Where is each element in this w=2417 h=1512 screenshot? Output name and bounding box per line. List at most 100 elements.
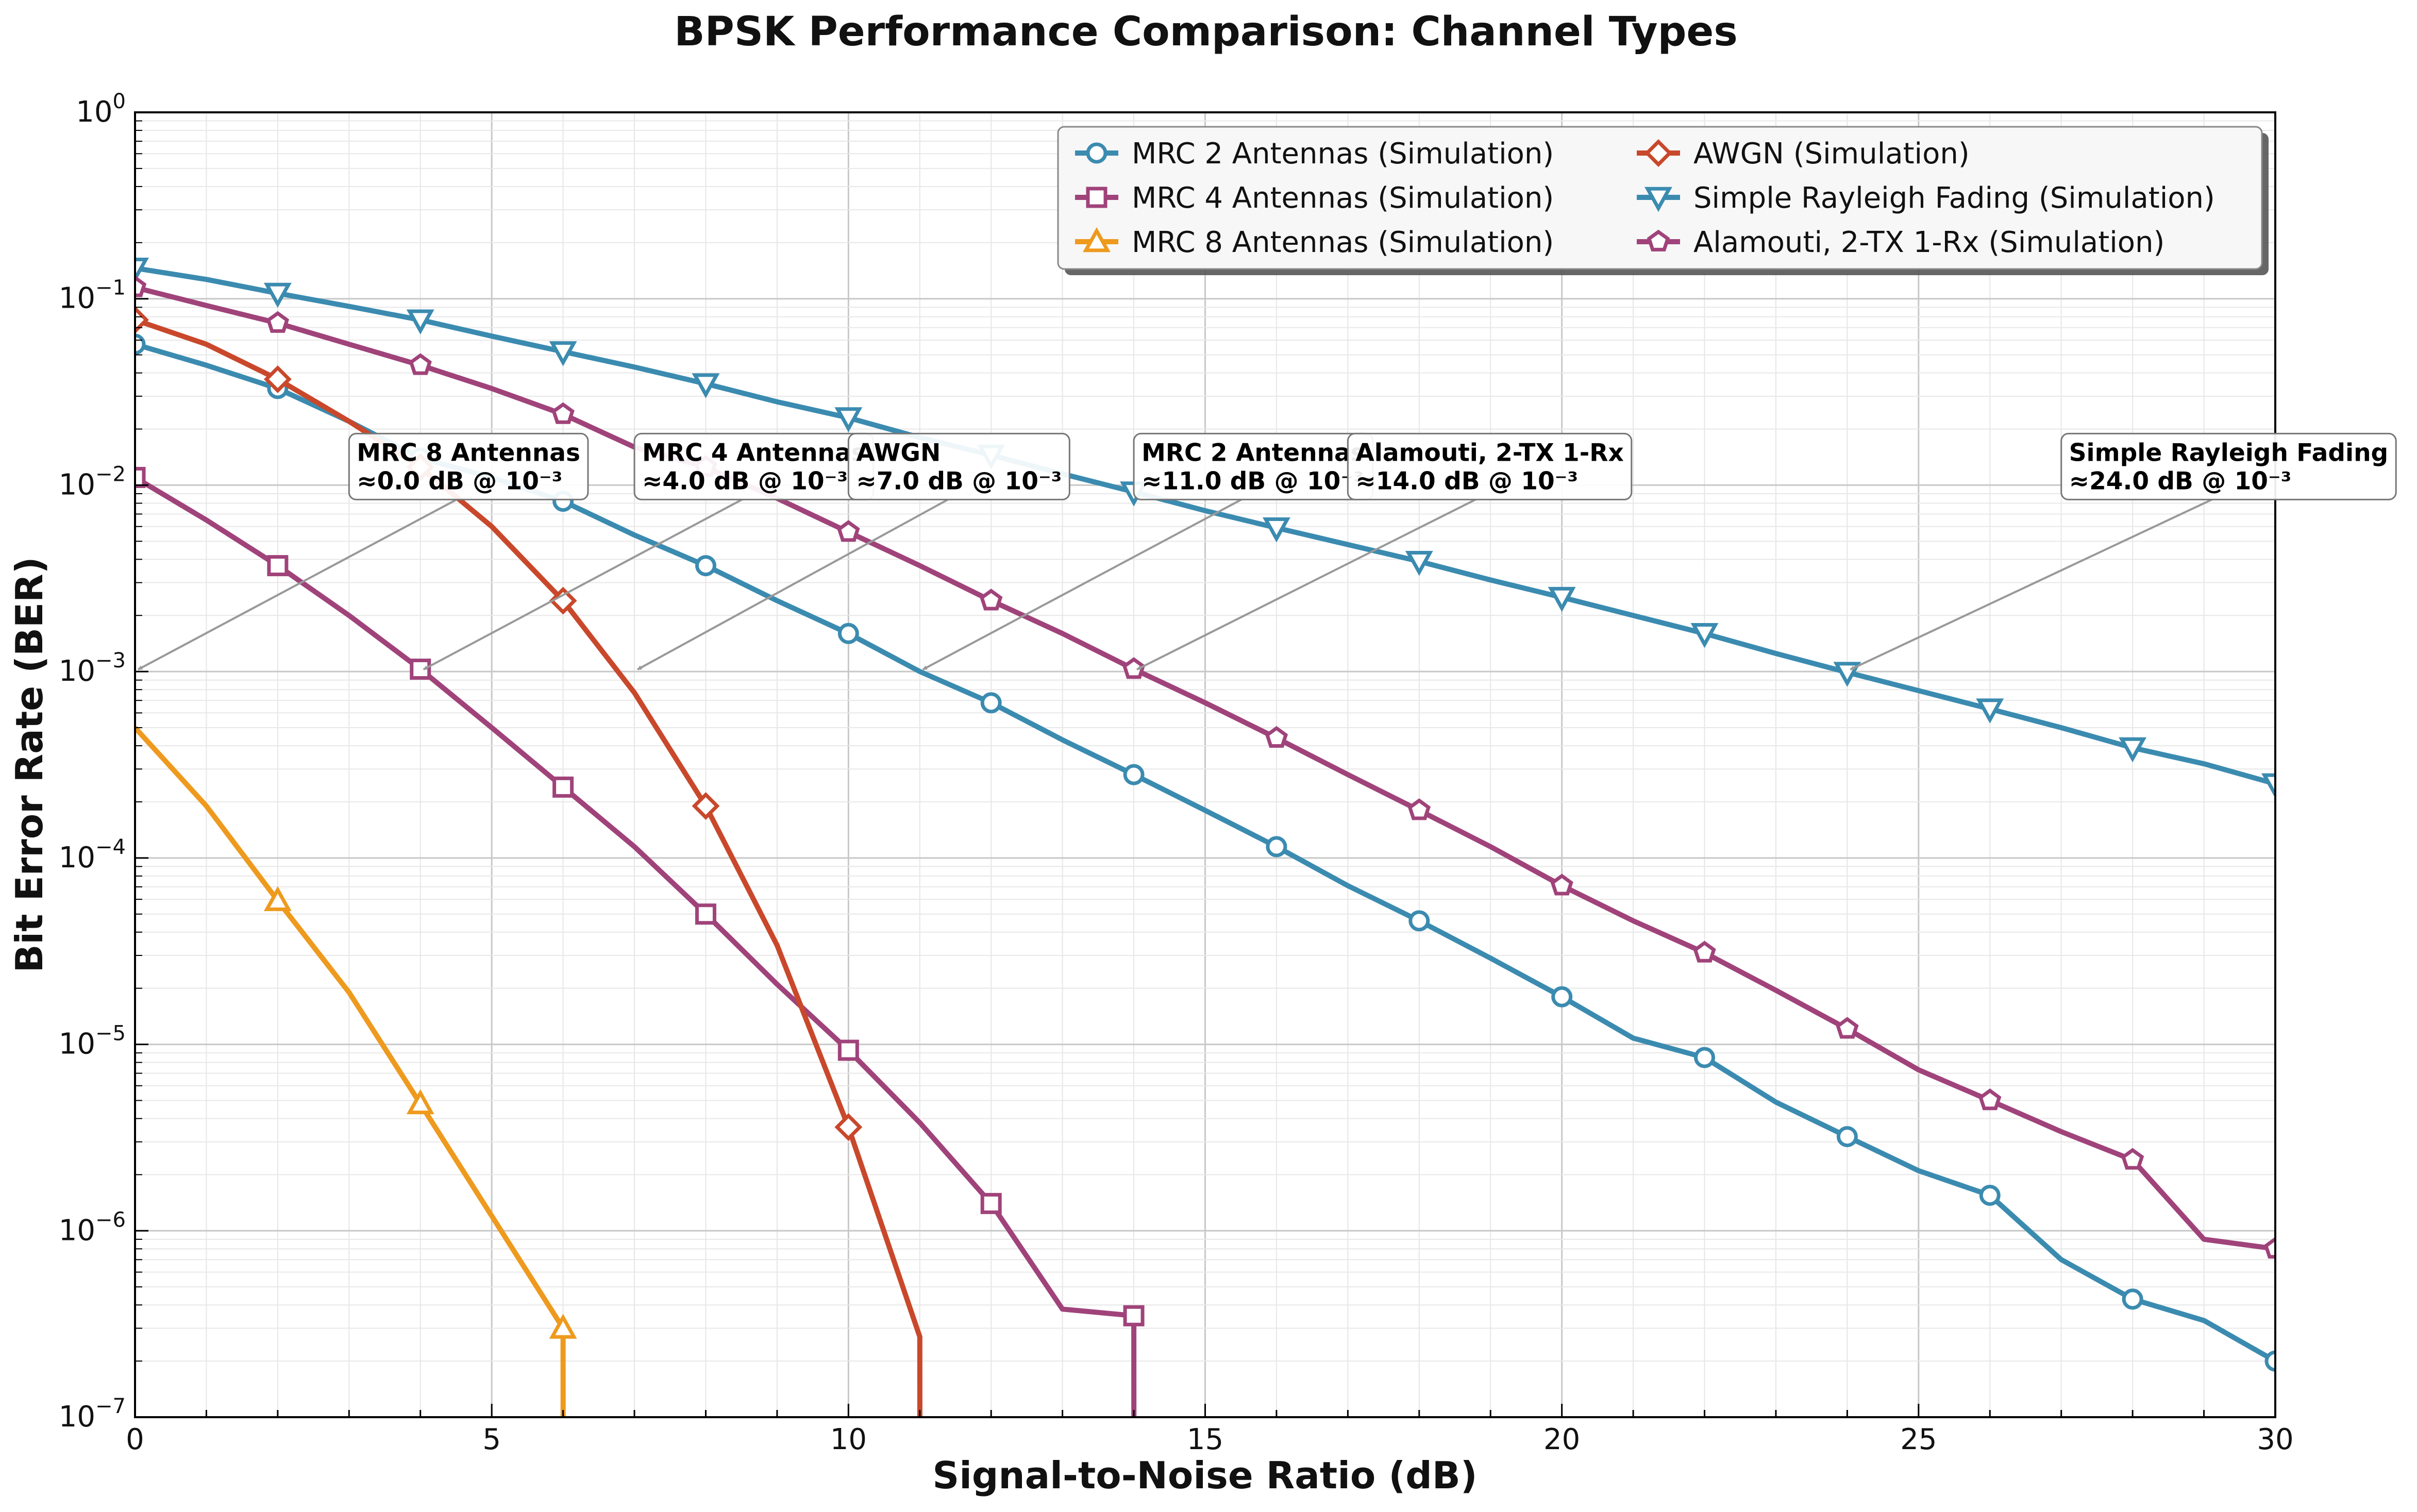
data-point (1690, 623, 1719, 648)
y-tick-label: 10−5 (59, 1022, 126, 1061)
data-point (692, 373, 720, 398)
data-point (549, 1314, 577, 1339)
legend-swatch-marker (1086, 142, 1107, 164)
series-line (135, 475, 1137, 1417)
data-point (2263, 1236, 2275, 1259)
x-tick-label: 5 (482, 1423, 501, 1456)
chart-title: BPSK Performance Comparison: Channel Typ… (674, 9, 1738, 55)
legend-label: Simple Rayleigh Fading (Simulation) (1693, 181, 2215, 215)
legend-swatch-marker (1647, 229, 1670, 251)
annotation-2: MRC 4 Antennas≈4.0 dB @ 10⁻³ (423, 432, 875, 670)
data-point (552, 776, 574, 798)
x-tick-label: 25 (1900, 1423, 1937, 1456)
annotation-value: ≈7.0 dB @ 10⁻³ (856, 467, 1062, 495)
data-point (135, 466, 146, 488)
annotation-title: Simple Rayleigh Fading (2069, 439, 2389, 467)
data-point (1122, 657, 1146, 679)
y-tick-label: 10−1 (59, 276, 126, 315)
annotation-arrow (138, 498, 457, 670)
data-point (1550, 873, 1573, 896)
data-point (135, 275, 147, 297)
x-tick-label: 20 (1543, 1423, 1580, 1456)
x-tick-label: 30 (2257, 1423, 2293, 1456)
data-point (834, 407, 863, 432)
data-point (980, 1192, 1002, 1214)
data-point (1265, 726, 1288, 748)
data-point (695, 555, 716, 577)
data-point (1836, 1126, 1858, 1148)
annotation-title: MRC 2 Antennas (1142, 439, 1365, 467)
legend-label: MRC 8 Antennas (Simulation) (1132, 226, 1554, 259)
annotation-title: Alamouti, 2-TX 1-Rx (1355, 439, 1623, 467)
annotation-6: Simple Rayleigh Fading≈24.0 dB @ 10⁻³ (1850, 432, 2397, 670)
legend-entry-2: MRC 4 Antennas (Simulation) (1075, 181, 1554, 215)
data-point (1979, 1184, 2001, 1206)
y-tick-label: 10−2 (59, 462, 126, 501)
legend-swatch-marker (1086, 187, 1107, 208)
y-tick-label: 100 (76, 90, 126, 129)
data-point (263, 365, 292, 393)
data-point (2121, 1148, 2144, 1170)
series-line (135, 265, 2275, 786)
series-line (135, 726, 566, 1417)
data-point (2264, 1350, 2275, 1372)
data-point (837, 1039, 859, 1061)
legend-swatch-marker (1083, 227, 1111, 253)
legend: MRC 2 Antennas (Simulation) AWGN (Simulat… (1057, 126, 2269, 275)
data-point (1694, 1047, 1716, 1068)
data-point (1262, 517, 1290, 543)
legend-swatch-marker (1644, 187, 1672, 212)
legend-entry-3: MRC 8 Antennas (Simulation) (1075, 226, 1554, 259)
annotation-arrow (423, 498, 743, 670)
data-point (1836, 1017, 1859, 1039)
y-axis-label: Bit Error Rate (BER) (8, 557, 51, 973)
data-point (692, 792, 720, 820)
legend-entry-1: MRC 2 Antennas (Simulation) (1075, 137, 1554, 171)
legend-label: Alamouti, 2-TX 1-Rx (Simulation) (1693, 226, 2164, 259)
legend-label: AWGN (Simulation) (1693, 137, 1970, 171)
annotation-arrow (922, 498, 1242, 670)
annotation-box (1347, 432, 1633, 500)
data-point (695, 903, 716, 925)
y-tick-label: 10−6 (59, 1208, 126, 1247)
data-point (1123, 764, 1145, 785)
data-point (2261, 773, 2275, 799)
data-point (1123, 1305, 1145, 1326)
annotation-title: MRC 8 Antennas (357, 439, 580, 467)
data-point (834, 1113, 863, 1141)
series-2 (135, 466, 1145, 1417)
legend-entry-6: Alamouti, 2-TX 1-Rx (Simulation) (1637, 226, 2164, 259)
data-point (1978, 1088, 2002, 1111)
data-point (1408, 910, 1430, 932)
data-point (1976, 698, 2004, 724)
annotation-arrow (1136, 498, 1476, 670)
annotation-4: MRC 2 Antennas≈11.0 dB @ 10⁻³ (922, 432, 1374, 670)
annotation-title: MRC 4 Antennas (642, 439, 866, 467)
data-point (263, 886, 292, 912)
series-layer (135, 257, 2275, 1417)
data-point (135, 257, 149, 283)
annotation-arrow (637, 498, 949, 670)
data-point (1405, 551, 1433, 576)
legend-swatch-marker (1644, 139, 1672, 167)
data-point (1407, 798, 1431, 820)
annotation-box (2060, 432, 2397, 500)
legend-label: MRC 2 Antennas (Simulation) (1132, 137, 1554, 171)
annotation-value: ≈14.0 dB @ 10⁻³ (1355, 467, 1578, 495)
series-3 (135, 726, 577, 1417)
series-line (135, 284, 2275, 1252)
annotation-box (348, 432, 589, 500)
legend-entry-4: AWGN (Simulation) (1637, 137, 1970, 171)
data-point (1266, 836, 1287, 858)
annotation-1: MRC 8 Antennas≈0.0 dB @ 10⁻³ (138, 432, 589, 670)
data-point (266, 311, 290, 333)
annotation-title: AWGN (856, 439, 941, 467)
axis-ticks: 0 5 10 15 20 25 30 10−7 10−6 10−5 10−4 10−3 10−2 10−1… (59, 90, 2294, 1456)
data-point (263, 282, 292, 308)
data-point (979, 589, 1003, 611)
data-point (549, 341, 577, 366)
data-point (406, 309, 434, 334)
data-point (410, 659, 431, 680)
data-point (267, 555, 289, 577)
